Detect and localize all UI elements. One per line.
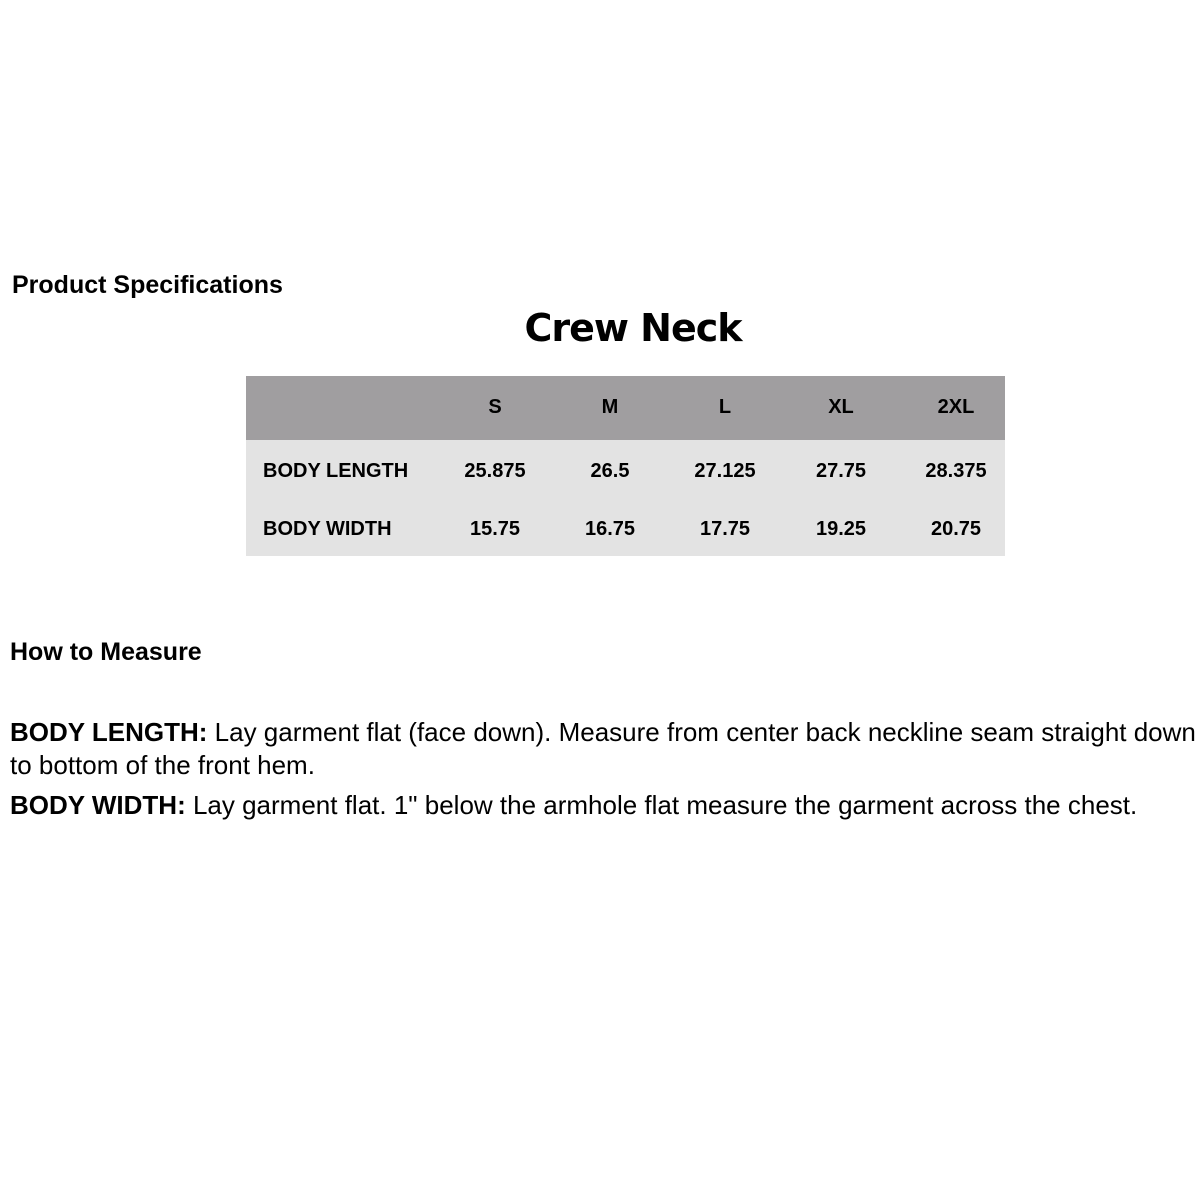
table-cell: 15.75: [469, 518, 521, 540]
table-cell: 27.125: [694, 460, 756, 482]
table-cell: 16.75: [584, 518, 636, 540]
chart-title: Crew Neck: [524, 306, 742, 350]
column-header-m: M: [601, 396, 619, 418]
column-header-xl: XL: [828, 396, 854, 418]
column-header-2xl: 2XL: [937, 396, 975, 418]
table-cell: 26.5: [590, 460, 630, 482]
table-cell: 28.375: [925, 460, 987, 482]
term: BODY LENGTH:: [10, 717, 208, 747]
product-specifications-heading: Product Specifications: [12, 271, 283, 299]
table-cell: 25.875: [464, 460, 526, 482]
table-cell: 19.25: [815, 518, 867, 540]
row-label-body-length: BODY LENGTH: [263, 460, 409, 482]
table-header-row: S M L XL 2XL: [246, 376, 1005, 440]
column-header-l: L: [718, 396, 732, 418]
term: BODY WIDTH:: [10, 790, 186, 820]
table-body: BODY LENGTH 25.875 26.5 27.125 27.75 28.…: [246, 440, 1005, 556]
description: Lay garment flat. 1" below the armhole f…: [185, 790, 1138, 820]
body-length-instruction: BODY LENGTH: Lay garment flat (face down…: [10, 716, 1200, 782]
how-to-measure-heading: How to Measure: [10, 638, 202, 666]
table-cell: 20.75: [930, 518, 982, 540]
description: Lay garment flat (face down). Measure fr…: [10, 717, 1196, 780]
size-table: S M L XL 2XL BODY LENGTH 25.875 26.5 27.…: [246, 376, 1005, 556]
table-cell: 17.75: [699, 518, 751, 540]
body-width-instruction: BODY WIDTH: Lay garment flat. 1" below t…: [10, 789, 1200, 822]
table-cell: 27.75: [815, 460, 867, 482]
row-label-body-width: BODY WIDTH: [263, 518, 392, 540]
column-header-s: S: [488, 396, 502, 418]
